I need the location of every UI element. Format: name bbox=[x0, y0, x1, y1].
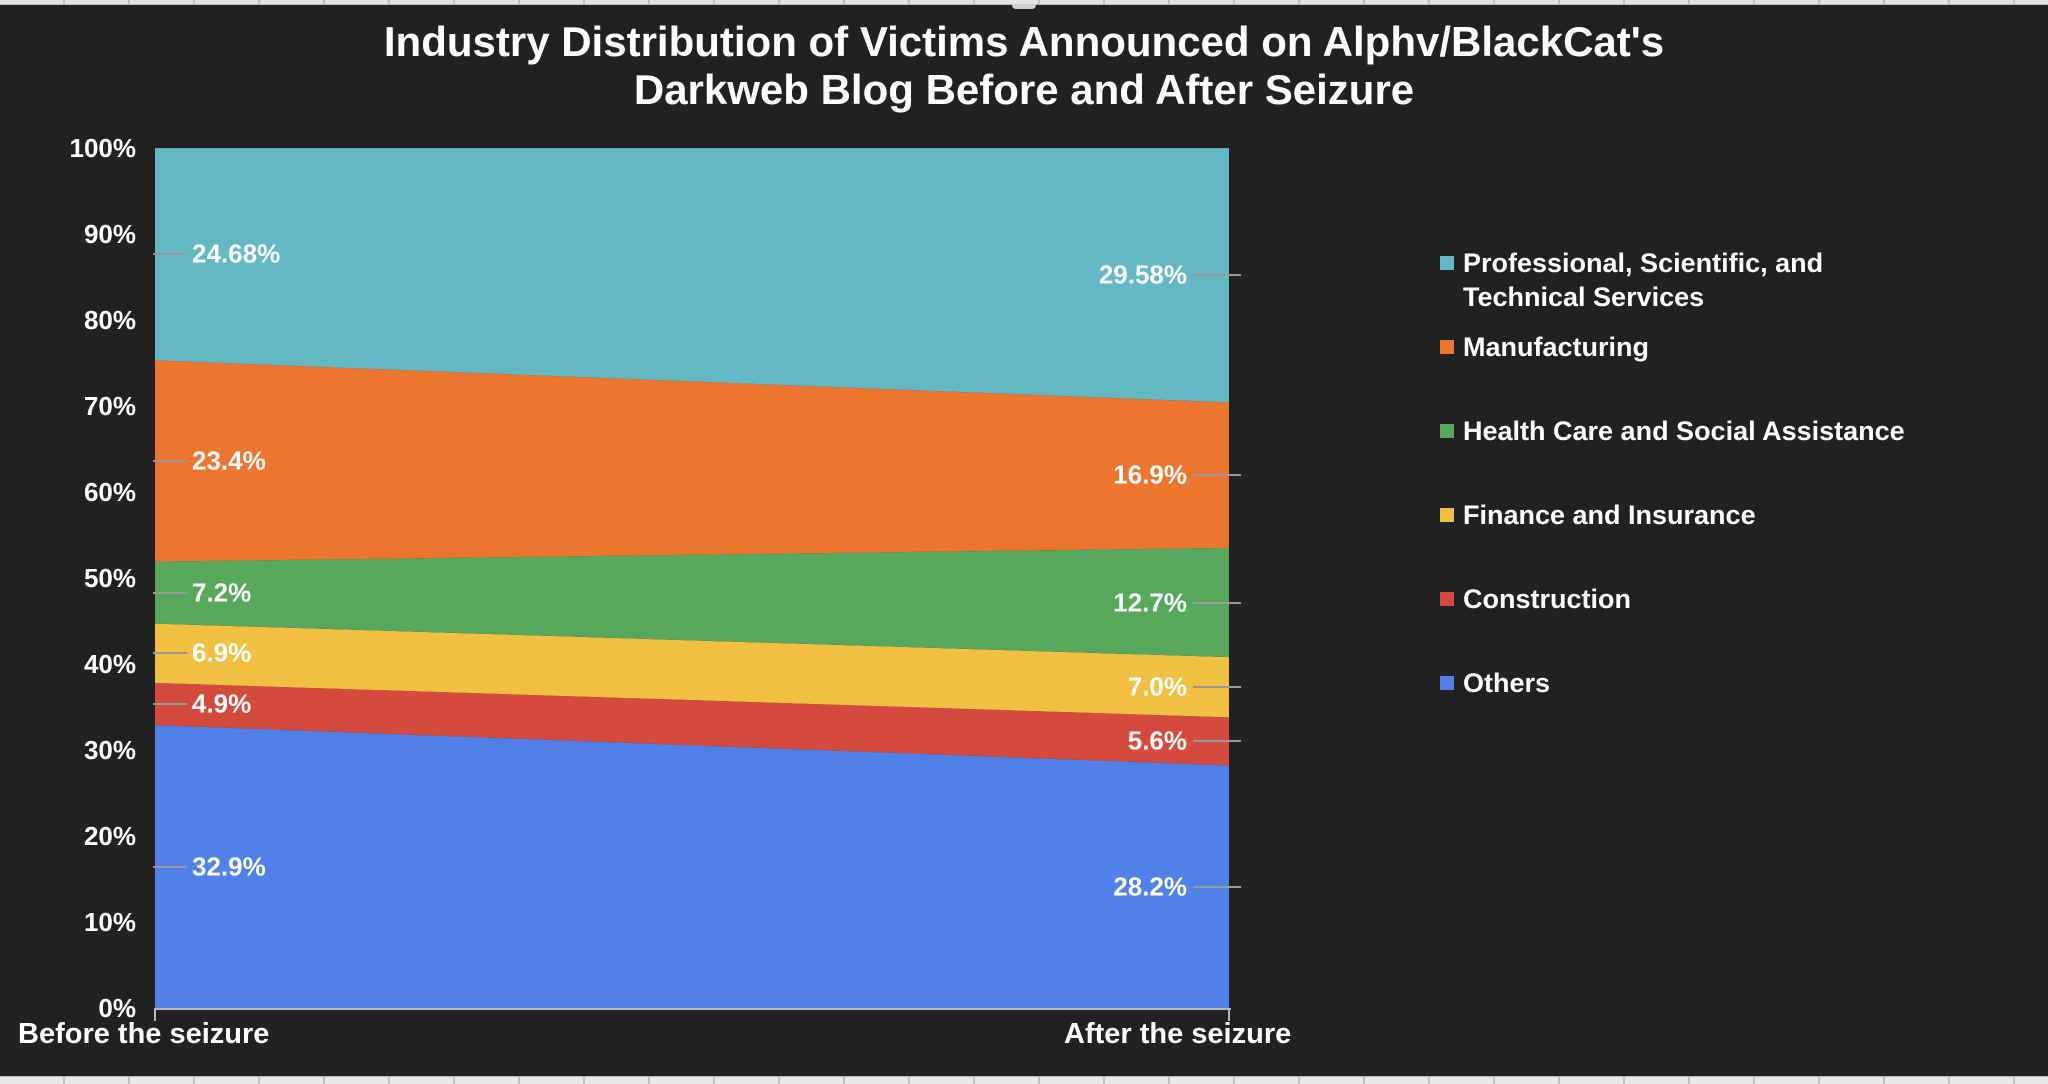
legend-label: Construction bbox=[1463, 584, 1631, 614]
y-axis-label-20: 20% bbox=[83, 821, 136, 851]
area-series-manufacturing[interactable] bbox=[155, 360, 1229, 562]
legend-label: Manufacturing bbox=[1463, 332, 1649, 362]
leader-line bbox=[1193, 274, 1241, 277]
leader-line bbox=[1193, 601, 1241, 604]
data-label-finance-and-insurance-left: 6.9% bbox=[192, 637, 252, 668]
legend-label: Health Care and Social Assistance bbox=[1463, 416, 1905, 446]
stacked-area-svg bbox=[155, 148, 1229, 1008]
area-series-health-care-and-social-assistance[interactable] bbox=[155, 547, 1229, 658]
leader-line bbox=[1193, 686, 1241, 689]
plot-area bbox=[155, 148, 1229, 1008]
legend-marker-finance-and-insurance bbox=[1440, 508, 1454, 522]
data-label-construction-right: 5.6% bbox=[1127, 725, 1187, 756]
chart-title: Industry Distribution of Victims Announc… bbox=[0, 18, 2048, 114]
legend-label: Others bbox=[1463, 668, 1551, 698]
y-axis-label-30: 30% bbox=[83, 735, 136, 765]
data-label-manufacturing-left: 23.4% bbox=[192, 445, 266, 476]
y-axis-label-10: 10% bbox=[83, 907, 136, 937]
y-axis-label-40: 40% bbox=[83, 649, 136, 679]
leader-line bbox=[1193, 474, 1241, 477]
y-axis-label-60: 60% bbox=[83, 477, 136, 507]
leader-line bbox=[153, 702, 187, 705]
legend-marker-professional-scientific-and-technical-services bbox=[1440, 256, 1454, 270]
y-axis-label-100: 100% bbox=[69, 133, 137, 163]
legend-marker-health-care-and-social-assistance bbox=[1440, 424, 1454, 438]
data-label-professional-scientific-and-technical-services-left: 24.68% bbox=[192, 238, 281, 269]
area-series-construction[interactable] bbox=[155, 682, 1229, 766]
chart-title-line-2: Darkweb Blog Before and After Seizure bbox=[633, 66, 1415, 113]
legend-item-finance-and-insurance[interactable]: Finance and Insurance bbox=[1440, 498, 2040, 532]
legend-item-health-care-and-social-assistance[interactable]: Health Care and Social Assistance bbox=[1440, 414, 2040, 448]
data-label-manufacturing-right: 16.9% bbox=[1113, 459, 1187, 490]
spreadsheet-bottom-strip bbox=[0, 1076, 2048, 1084]
legend-item-professional-scientific-and-technical-services[interactable]: Professional, Scientific, and Technical … bbox=[1440, 246, 2040, 314]
data-label-health-care-and-social-assistance-left: 7.2% bbox=[192, 577, 252, 608]
area-series-finance-and-insurance[interactable] bbox=[155, 623, 1229, 718]
legend-label: Professional, Scientific, and Technical … bbox=[1463, 248, 1824, 312]
data-label-health-care-and-social-assistance-right: 12.7% bbox=[1113, 587, 1187, 617]
legend-marker-others bbox=[1440, 676, 1454, 690]
legend-label: Finance and Insurance bbox=[1463, 500, 1756, 530]
legend-item-manufacturing[interactable]: Manufacturing bbox=[1440, 330, 2040, 364]
data-label-construction-left: 4.9% bbox=[192, 688, 252, 719]
legend-item-others[interactable]: Others bbox=[1440, 666, 2040, 700]
leader-line bbox=[153, 865, 187, 868]
leader-line bbox=[1193, 740, 1241, 743]
legend-marker-manufacturing bbox=[1440, 340, 1454, 354]
area-series-others[interactable] bbox=[155, 725, 1229, 1008]
leader-line bbox=[153, 652, 187, 655]
x-axis-label-after: After the seizure bbox=[1064, 1018, 1292, 1050]
y-axis-label-70: 70% bbox=[83, 391, 136, 421]
data-label-others-right: 28.2% bbox=[1113, 871, 1187, 902]
legend-item-construction[interactable]: Construction bbox=[1440, 582, 2040, 616]
data-label-finance-and-insurance-right: 7.0% bbox=[1127, 671, 1187, 702]
area-series-professional-scientific-and-technical-services[interactable] bbox=[155, 148, 1229, 403]
legend-marker-construction bbox=[1440, 592, 1454, 606]
chart-resize-handle[interactable] bbox=[1012, 4, 1036, 9]
x-axis-tick-after bbox=[1228, 1008, 1230, 1021]
x-axis-tick-before bbox=[154, 1008, 156, 1021]
leader-line bbox=[153, 460, 187, 463]
x-axis-label-before: Before the seizure bbox=[18, 1018, 270, 1050]
leader-line bbox=[1193, 885, 1241, 888]
y-axis-label-90: 90% bbox=[83, 219, 136, 249]
y-axis-label-50: 50% bbox=[83, 563, 136, 593]
data-label-professional-scientific-and-technical-services-right: 29.58% bbox=[1098, 259, 1187, 290]
chart-title-line-1: Industry Distribution of Victims Announc… bbox=[383, 18, 1665, 65]
leader-line bbox=[153, 591, 187, 594]
leader-line bbox=[153, 253, 187, 256]
data-label-others-left: 32.9% bbox=[192, 851, 266, 882]
x-axis-line bbox=[154, 1008, 1231, 1010]
y-axis-label-80: 80% bbox=[83, 305, 136, 335]
y-axis-label-0: 0% bbox=[98, 993, 136, 1023]
